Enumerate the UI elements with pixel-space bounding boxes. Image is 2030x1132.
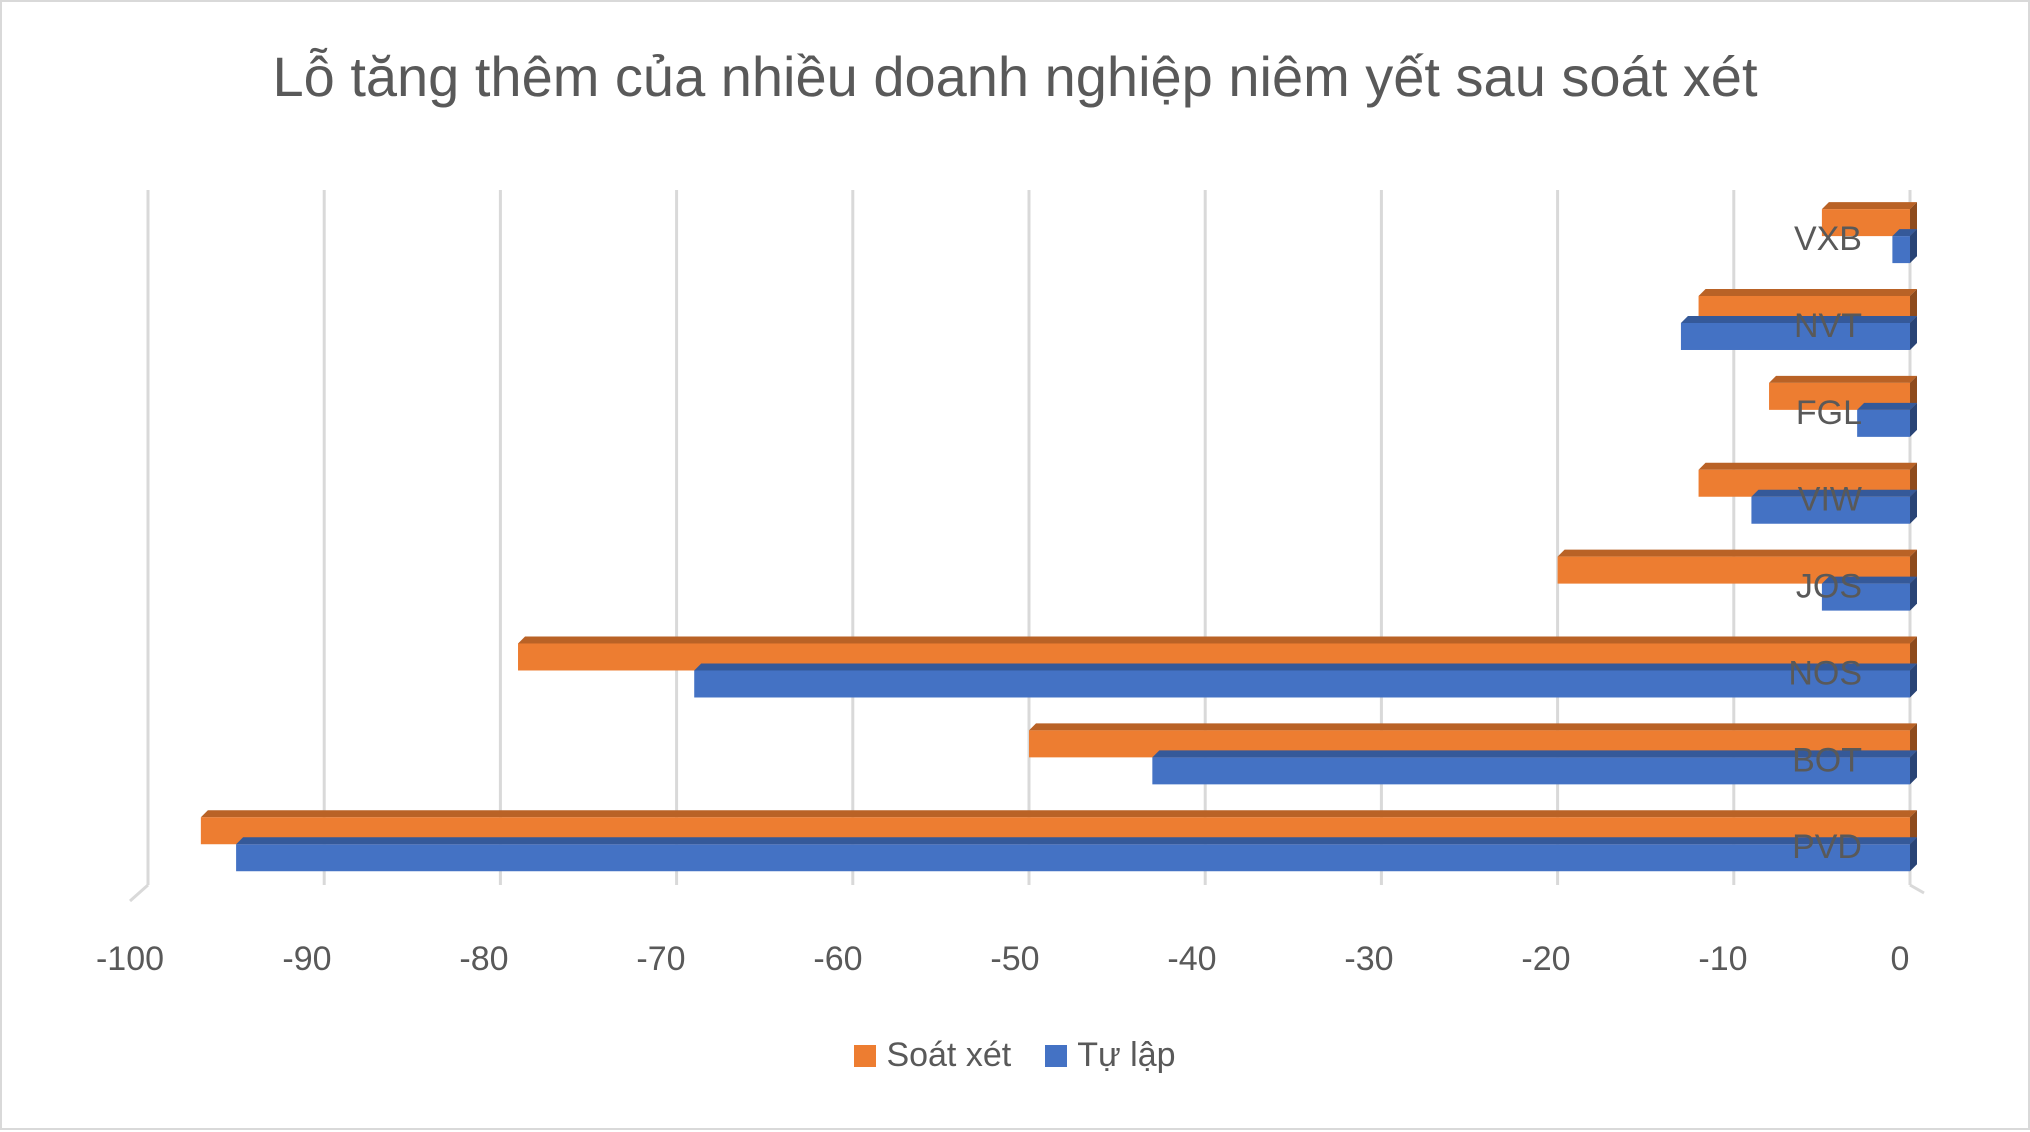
legend-label: Tự lập (1077, 1036, 1176, 1074)
bar-top-face (1821, 576, 1917, 584)
bar-top-face (1152, 750, 1917, 758)
bar-vxb-soat-xet (1821, 202, 1917, 237)
x-tick-label: -30 (1344, 940, 1393, 978)
bar-front-face (1680, 322, 1910, 350)
x-tick-label: 0 (1891, 940, 1910, 978)
chart-title: Lỗ tăng thêm của nhiều doanh nghiệp niêm… (272, 45, 1758, 108)
bar-side-face (1910, 202, 1917, 237)
x-tick-label: -70 (636, 940, 685, 978)
bar-top-face (236, 837, 1918, 845)
category-label-nos: NOS (1788, 654, 1862, 692)
category-label-nvt: NVT (1794, 307, 1862, 345)
bar-top-face (1698, 462, 1917, 470)
bar-side-face (1910, 810, 1917, 845)
plot-floor (129, 883, 1925, 903)
category-label-fgl: FGL (1796, 394, 1862, 432)
bar-side-face (1910, 576, 1917, 611)
bar-top-face (1769, 375, 1917, 383)
bar-side-face (1910, 837, 1917, 872)
bar-pvd-tu-lap (236, 837, 1918, 872)
bar-vxb-tu-lap (1892, 229, 1917, 264)
bar-side-face (1910, 375, 1917, 410)
bar-top-face (1029, 723, 1917, 731)
x-tick-label: -50 (990, 940, 1039, 978)
bar-front-face (1152, 757, 1910, 785)
bar-top-face (1821, 202, 1917, 210)
bar-side-face (1910, 489, 1917, 524)
x-tick-label: -100 (96, 940, 164, 978)
bar-nos-tu-lap (694, 663, 1917, 698)
x-tick-label: -10 (1698, 940, 1747, 978)
bar-front-face (1821, 583, 1910, 611)
bar-front-face (1821, 209, 1910, 237)
bar-top-face (694, 663, 1917, 671)
x-tick-label: -40 (1167, 940, 1216, 978)
bar-top-face (1751, 489, 1917, 497)
bar-top-face (518, 636, 1917, 644)
bar-side-face (1910, 462, 1917, 497)
bar-bot-tu-lap (1152, 750, 1917, 785)
bar-side-face (1910, 315, 1917, 350)
bar-front-face (1857, 409, 1910, 437)
legend-swatch (1045, 1044, 1068, 1067)
bar-top-face (1857, 402, 1917, 410)
bar-top-face (1698, 288, 1917, 296)
category-labels: PVD BOT NOS JOS VIW FGL NVT VXB (1788, 220, 1862, 866)
legend-item-soat-xet: Soát xét (854, 1036, 1011, 1075)
category-label-viw: VIW (1798, 481, 1862, 519)
bar-side-face (1910, 288, 1917, 323)
legend-swatch (854, 1044, 877, 1067)
bar-top-face (1680, 315, 1917, 323)
bar-top-face (200, 810, 1918, 818)
category-label-jos: JOS (1796, 568, 1862, 606)
bar-front-face (1751, 496, 1910, 524)
bar-side-face (1910, 636, 1917, 671)
bar-side-face (1910, 402, 1917, 437)
bar-fgl-tu-lap (1857, 402, 1917, 437)
bar-front-face (236, 844, 1911, 872)
bar-nvt-tu-lap (1680, 315, 1917, 350)
bars (200, 202, 1918, 872)
legend-label: Soát xét (886, 1036, 1012, 1074)
bar-side-face (1910, 229, 1917, 264)
bar-top-face (1557, 549, 1917, 557)
bar-side-face (1910, 750, 1917, 785)
category-label-bot: BOT (1792, 741, 1862, 779)
bar-jos-tu-lap (1821, 576, 1917, 611)
bar-side-face (1910, 723, 1917, 758)
category-label-pvd: PVD (1792, 828, 1862, 866)
x-tick-label: -90 (282, 940, 331, 978)
bar-front-face (1892, 236, 1910, 264)
legend: Soát xét Tự lập (0, 1036, 2030, 1075)
x-tick-label: -60 (813, 940, 862, 978)
x-tick-labels: -100 -90 -80 -70 -60 -50 -40 -30 -20 -10 0 (96, 940, 1909, 978)
bar-top-face (1892, 229, 1917, 237)
bar-side-face (1910, 549, 1917, 584)
category-label-vxb: VXB (1794, 220, 1862, 258)
bar-jos-soat-xet (1557, 549, 1917, 584)
bar-front-face (694, 670, 1910, 698)
bar-side-face (1910, 663, 1917, 698)
grid-lines (129, 190, 1925, 903)
legend-item-tu-lap: Tự lập (1045, 1036, 1176, 1075)
bar-viw-tu-lap (1751, 489, 1917, 524)
x-tick-label: -80 (459, 940, 508, 978)
x-tick-label: -20 (1521, 940, 1570, 978)
